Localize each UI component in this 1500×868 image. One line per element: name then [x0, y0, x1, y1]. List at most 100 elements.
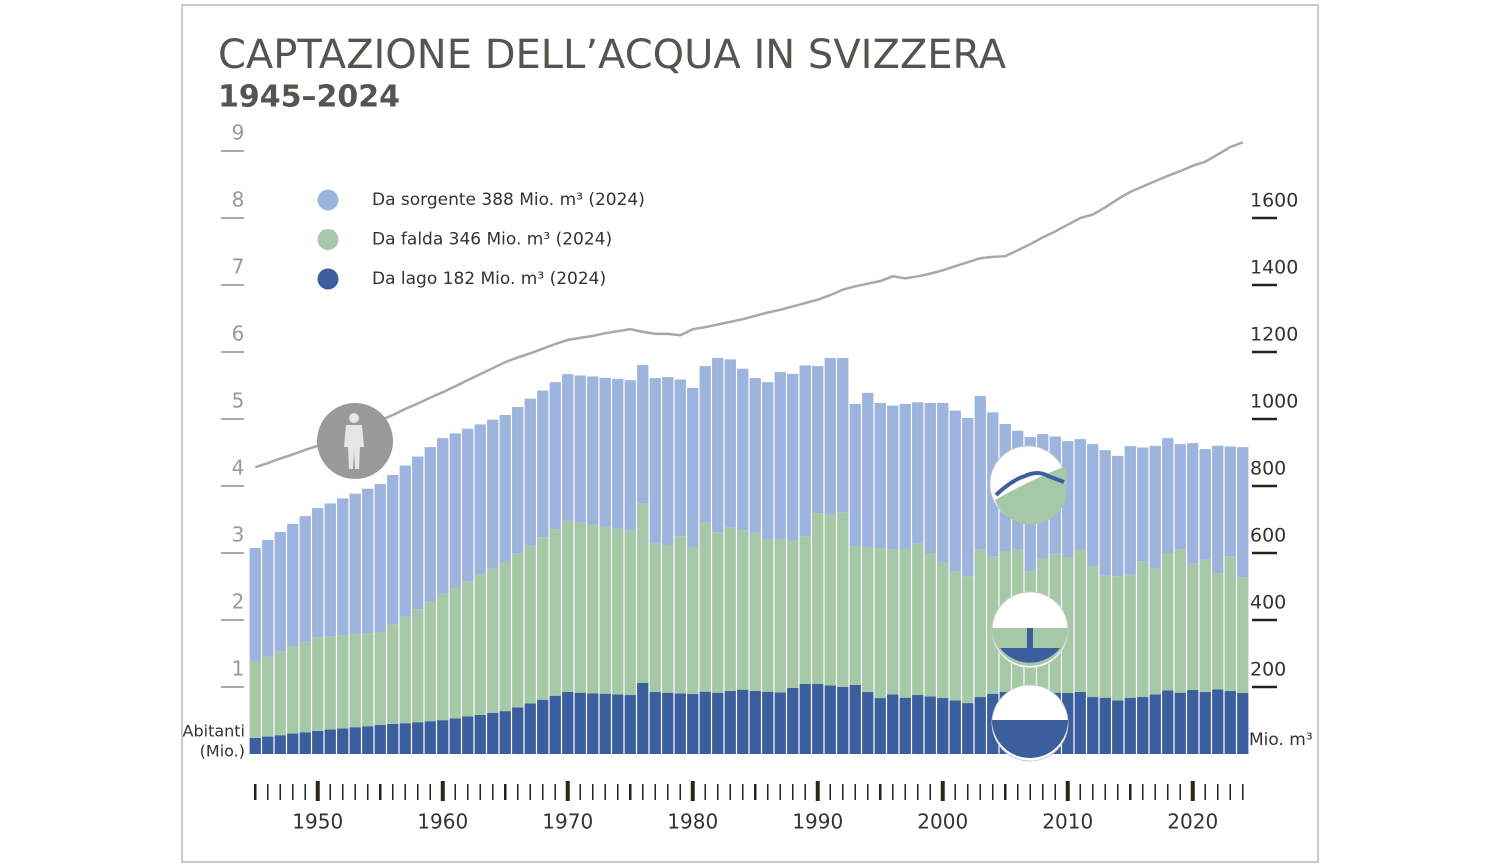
bar-segment [287, 733, 299, 754]
bar-segment [687, 546, 699, 695]
bar-segment [637, 503, 649, 683]
bar-segment [1149, 445, 1161, 569]
bar-segment [962, 417, 974, 577]
bar-segment [312, 730, 324, 754]
person-icon [317, 403, 393, 479]
y2-axis-label: Mio. m³ [1249, 730, 1313, 750]
bar-segment [612, 694, 624, 754]
bar-segment [324, 636, 336, 730]
bar-segment [412, 722, 424, 754]
bar-segment [474, 714, 486, 754]
bar-segment [924, 402, 936, 553]
bar-segment [387, 723, 399, 754]
bar-segment [824, 685, 836, 754]
bar-segment [537, 699, 549, 754]
bar-segment [949, 571, 961, 701]
bar-segment [499, 711, 511, 754]
bar-segment [1187, 443, 1199, 564]
bar-segment [1174, 549, 1186, 693]
bar-segment [837, 358, 849, 513]
legend-label: Da falda 346 Mio. m³ (2024) [372, 230, 612, 250]
y-tick-label: 6 [232, 322, 245, 346]
bar-segment [924, 553, 936, 697]
bar-segment [374, 724, 386, 754]
legend-swatch [317, 268, 339, 290]
bar-segment [1187, 690, 1199, 754]
bar-segment [349, 493, 361, 635]
bar-segment [1162, 438, 1174, 553]
bar-segment [1124, 446, 1136, 575]
bar-segment [924, 696, 936, 754]
bar-segment [974, 697, 986, 754]
bar-segment [562, 692, 574, 754]
bar-segment [862, 692, 874, 754]
bar-segment [1087, 697, 1099, 754]
bar-segment [712, 692, 724, 754]
bar-segment [887, 549, 899, 695]
bar-segment [1199, 449, 1211, 560]
bar-segment [799, 536, 811, 684]
y2-tick-label: 1400 [1250, 257, 1298, 279]
bar-segment [562, 520, 574, 693]
bar-segment [524, 545, 536, 704]
bar-segment [549, 695, 561, 754]
bar-segment [962, 576, 974, 704]
bar-segment [799, 365, 811, 537]
bar-segment [262, 656, 274, 737]
bar-segment [1237, 693, 1249, 754]
bar-segment [424, 601, 436, 722]
bar-segment [1124, 574, 1136, 698]
x-tick-label: 1980 [667, 810, 718, 834]
bar-segment [762, 539, 774, 692]
bar-segment [674, 536, 686, 694]
bar-segment [1224, 691, 1236, 754]
bar-segment [574, 375, 586, 523]
bar-segment [474, 574, 486, 715]
x-tick-label: 2000 [917, 810, 968, 834]
bar-segment [899, 403, 911, 549]
bar-segment [1112, 576, 1124, 701]
bar-segment [449, 587, 461, 719]
bar-segment [1162, 690, 1174, 754]
y-tick-label: 1 [232, 657, 245, 681]
bar-segment [274, 531, 286, 652]
bar-segment [774, 692, 786, 754]
bar-segment [462, 581, 474, 717]
bar-segment [624, 380, 636, 531]
bar-segment [1137, 447, 1149, 562]
bar-segment [937, 402, 949, 563]
bar-segment [249, 661, 261, 738]
bar-segment [462, 716, 474, 754]
y-axis-label: Abitanti [183, 722, 245, 741]
bar-segment [749, 532, 761, 692]
bar-segment [1074, 548, 1086, 693]
bar-segment [612, 528, 624, 695]
bar-segment [449, 433, 461, 588]
bar-segment [712, 358, 724, 533]
y-axis-label: (Mio.) [200, 742, 245, 761]
bar-segment [1212, 689, 1224, 754]
bar-segment [974, 549, 986, 698]
bar-segment [1149, 568, 1161, 695]
bar-segment [587, 376, 599, 525]
bar-segment [524, 703, 536, 754]
well-icon [991, 591, 1069, 669]
bar-segment [724, 691, 736, 754]
bar-segment [424, 447, 436, 602]
bar-segment [737, 689, 749, 754]
bar-segment [1074, 439, 1086, 549]
bar-segment [262, 736, 274, 754]
x-tick-label: 1950 [292, 810, 343, 834]
bar-segment [749, 691, 761, 754]
y2-tick-label: 200 [1250, 659, 1286, 681]
bar-segment [599, 377, 611, 527]
bar-segment [1174, 444, 1186, 550]
bar-segment [337, 728, 349, 754]
bar-segment [1087, 566, 1099, 698]
bar-segment [537, 390, 549, 538]
bar-segment [837, 687, 849, 754]
bar-segment [862, 546, 874, 693]
bar-segment [412, 609, 424, 723]
bar-segment [1149, 694, 1161, 754]
